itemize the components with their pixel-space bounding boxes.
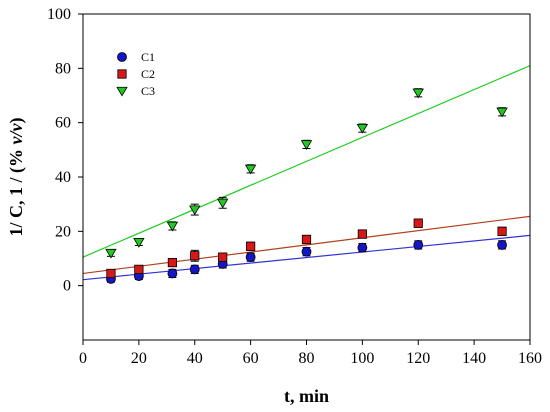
legend-label-c1: C1 — [141, 50, 155, 64]
data-point-c2 — [190, 251, 200, 261]
legend-marker-c3 — [116, 86, 128, 97]
data-point-c2 — [167, 257, 177, 268]
x-tick-label: 120 — [406, 350, 430, 367]
legend: C1 C2 C3 — [116, 50, 155, 98]
y-axis-ticks: 0 20 40 60 80 100 — [47, 6, 83, 295]
data-point-c3 — [300, 140, 313, 150]
y-tick-label: 60 — [55, 115, 71, 132]
y-tick-label: 40 — [55, 169, 71, 186]
data-point-c3 — [105, 248, 117, 259]
fit-lines — [83, 65, 530, 281]
data-point-c3 — [166, 221, 179, 232]
y-tick-label: 80 — [55, 60, 71, 77]
data-point-c2 — [218, 252, 228, 262]
data-point-c2 — [246, 241, 256, 251]
data-point-c1 — [245, 252, 256, 263]
x-tick-label: 20 — [131, 350, 147, 367]
fit-line-c3 — [83, 65, 530, 258]
data-point-c3 — [133, 238, 145, 248]
x-tick-label: 160 — [518, 350, 542, 367]
data-point-c1 — [167, 268, 178, 279]
y-tick-label: 20 — [55, 223, 71, 240]
data-point-c3 — [496, 107, 508, 118]
x-tick-label: 100 — [350, 350, 374, 367]
x-tick-label: 0 — [79, 350, 87, 367]
data-markers — [105, 88, 508, 284]
fit-line-c2 — [83, 215, 530, 275]
x-tick-label: 80 — [299, 350, 315, 367]
y-axis-label-main: 1/ C, 1 / (% — [6, 144, 27, 236]
legend-label-c2: C2 — [141, 67, 155, 81]
x-tick-label: 60 — [243, 350, 259, 367]
legend-marker-c1 — [117, 52, 127, 62]
data-point-c2 — [413, 218, 423, 228]
data-point-c2 — [106, 268, 116, 279]
y-axis-label: 1/ C, 1 / (% v/v) — [6, 118, 27, 237]
data-point-c3 — [216, 198, 229, 209]
data-point-c3 — [189, 205, 201, 216]
data-point-c1 — [301, 246, 312, 257]
x-axis-label: t, min — [284, 386, 329, 406]
x-axis-ticks: 0 20 40 60 80 100 120 140 160 — [79, 340, 542, 367]
x-tick-label: 140 — [462, 350, 486, 367]
y-axis-label-italic: v/v — [6, 123, 26, 145]
data-point-c2 — [301, 234, 312, 245]
y-tick-label: 0 — [63, 278, 71, 295]
data-point-c3 — [356, 123, 369, 134]
data-point-c1 — [189, 264, 200, 275]
y-tick-label: 100 — [47, 6, 71, 23]
data-point-c3 — [244, 164, 257, 175]
x-tick-label: 40 — [187, 350, 203, 367]
legend-label-c3: C3 — [141, 84, 155, 98]
data-point-c3 — [412, 88, 424, 99]
data-point-c2 — [497, 226, 507, 236]
data-point-c2 — [134, 264, 144, 274]
data-point-c1 — [497, 240, 507, 250]
legend-marker-c2 — [117, 69, 127, 79]
data-point-c1 — [413, 240, 424, 250]
data-point-c1 — [357, 242, 368, 253]
data-point-c2 — [357, 229, 367, 239]
fit-line-c1 — [83, 234, 530, 281]
y-axis-label-end: ) — [6, 118, 27, 124]
